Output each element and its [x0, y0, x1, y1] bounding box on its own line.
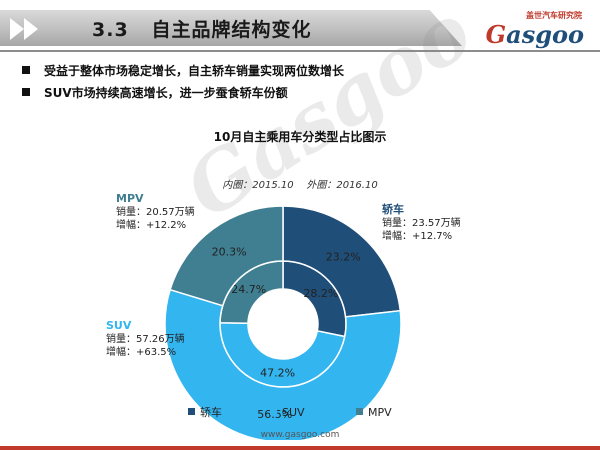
section-title: 3.3 自主品牌结构变化	[92, 15, 312, 42]
section-heading: 自主品牌结构变化	[151, 19, 312, 41]
legend-swatch-suv	[270, 408, 277, 415]
section-number: 3.3	[92, 19, 129, 41]
logo-wordmark: Gasgoo	[485, 20, 584, 49]
donut-chart-svg: 28.2%47.2%24.7%23.2%56.5%20.3%轿车销量：23.57…	[106, 192, 461, 440]
gasgoo-logo: 盖世汽车研究院 Gasgoo	[470, 8, 590, 49]
footer-bar	[0, 446, 600, 450]
annotation-title: 轿车	[382, 202, 404, 216]
outer-slice-label: 20.3%	[212, 245, 247, 258]
outer-slice-label: 23.2%	[326, 250, 361, 263]
legend-label: SUV	[282, 406, 305, 419]
annotation-line: 增幅：+63.5%	[106, 345, 176, 358]
annotation-line: 销量：23.57万辆	[382, 216, 461, 229]
bullet-square-icon	[22, 66, 30, 74]
annotation-title: SUV	[106, 319, 132, 332]
annotation-line: 销量：57.26万辆	[106, 332, 185, 345]
outer-slice-mpv	[169, 205, 284, 307]
header-divider	[0, 50, 600, 52]
legend-swatch-mpv	[356, 408, 363, 415]
inner-slice-label: 24.7%	[231, 283, 266, 296]
bullet-text: 受益于整体市场稳定增长，自主轿车销量实现两位数增长	[44, 64, 345, 78]
legend-swatch-sedan	[188, 408, 195, 415]
legend-label: 轿车	[200, 405, 222, 419]
outer-slice-sedan	[282, 205, 402, 318]
legend-label: MPV	[368, 406, 392, 419]
chart-subtitle: 内圈：2015.10 外圈：2016.10	[222, 180, 378, 191]
bullet-text: SUV市场持续高速增长，进一步蚕食轿车份额	[44, 86, 288, 100]
chart-title: 10月自主乘用车分类型占比图示	[213, 130, 387, 144]
chevron-icon	[24, 18, 38, 40]
annotation-line: 增幅：+12.7%	[382, 229, 452, 242]
inner-slice-label: 47.2%	[260, 367, 295, 380]
chart: 10月自主乘用车分类型占比图示 内圈：2015.10 外圈：2016.10 28…	[0, 120, 600, 440]
annotation-title: MPV	[116, 192, 144, 205]
logo-subtitle: 盖世汽车研究院	[526, 11, 582, 20]
header-band	[0, 10, 462, 46]
bullet-square-icon	[22, 88, 30, 96]
annotation-line: 销量：20.57万辆	[116, 205, 195, 218]
footer-url: www.gasgoo.com	[260, 430, 340, 440]
header: 3.3 自主品牌结构变化 盖世汽车研究院 Gasgoo	[0, 0, 600, 58]
annotation-line: 增幅：+12.2%	[116, 218, 186, 231]
inner-slice-label: 28.2%	[303, 287, 338, 300]
outer-slice-suv	[164, 288, 402, 440]
chevron-icon	[10, 18, 24, 40]
